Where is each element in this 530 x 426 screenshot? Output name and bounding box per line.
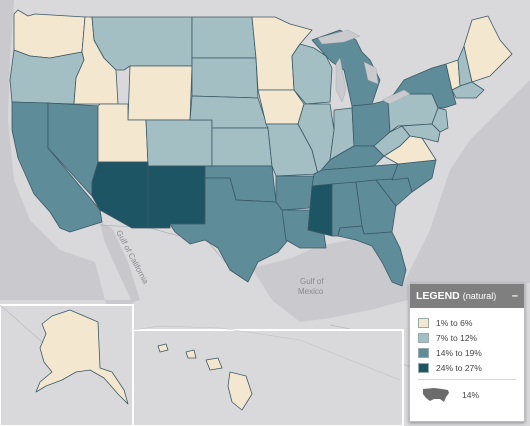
state-new-york[interactable] (393, 63, 457, 109)
pacific-ocean (0, 0, 135, 330)
legend-us-total: 14% (410, 380, 524, 403)
state-wyoming[interactable] (127, 65, 193, 121)
alaska-inset (0, 304, 134, 426)
legend-swatch (418, 317, 429, 328)
legend-swatch (418, 332, 429, 343)
state-massachusetts[interactable] (451, 81, 485, 99)
atlantic-ocean (400, 80, 530, 290)
state-oregon[interactable] (9, 49, 85, 105)
state-new-jersey[interactable] (431, 107, 449, 133)
lake-huron (363, 61, 379, 85)
lake-michigan (335, 57, 347, 103)
legend-item-label: 14% to 19% (436, 347, 482, 358)
legend-item-label: 24% to 27% (436, 362, 482, 373)
us-total-value: 14% (462, 390, 480, 400)
legend-classes: 1% to 6% 7% to 12% 14% to 19% 24% to 27% (410, 308, 524, 375)
state-hawaii-maui[interactable] (205, 357, 223, 371)
state-hawaii-big-island[interactable] (227, 371, 253, 411)
state-washington[interactable] (13, 9, 86, 59)
state-alaska[interactable] (35, 309, 129, 405)
gulf-of-california-water (100, 222, 140, 302)
state-hawaii-kauai[interactable] (157, 343, 169, 353)
state-iowa[interactable] (257, 89, 305, 125)
legend-swatch (418, 347, 429, 358)
state-south-dakota[interactable] (191, 57, 259, 99)
state-maryland[interactable] (401, 123, 441, 143)
us-outline-icon (423, 388, 449, 402)
state-kansas[interactable] (211, 127, 273, 167)
legend-minimize-button[interactable]: – (511, 290, 518, 302)
legend-item: 14% to 19% (410, 345, 524, 360)
state-wisconsin[interactable] (291, 43, 333, 105)
lake-erie (381, 89, 411, 105)
state-arkansas[interactable] (275, 175, 315, 211)
legend-subtitle: (natural) (462, 291, 497, 301)
legend-panel: LEGEND (natural) – 1% to 6% 7% to 12% 14… (409, 283, 525, 422)
legend-swatch (418, 362, 429, 373)
gulf-of-mexico-label-line2: Mexico (298, 287, 324, 296)
state-new-mexico[interactable] (147, 165, 206, 229)
state-mississippi[interactable] (307, 183, 333, 237)
gulf-of-mexico-water (252, 238, 408, 322)
state-texas[interactable] (169, 177, 289, 283)
state-north-dakota[interactable] (191, 16, 257, 59)
legend-item: 7% to 12% (410, 330, 524, 345)
state-colorado[interactable] (145, 119, 213, 167)
legend-item-label: 7% to 12% (436, 332, 478, 343)
legend-divider (418, 379, 516, 380)
legend-item: 24% to 27% (410, 360, 524, 375)
us-states (9, 9, 513, 287)
hawaii-inset (132, 325, 404, 426)
state-maine[interactable] (463, 15, 513, 83)
legend-item-label: 1% to 6% (436, 317, 473, 328)
gulf-of-mexico-label-line1: Gulf of (300, 277, 324, 286)
lake-superior (317, 29, 361, 45)
state-hawaii-oahu[interactable] (185, 349, 197, 359)
legend-header: LEGEND (natural) – (410, 284, 524, 308)
state-florida[interactable] (337, 225, 407, 287)
legend-title: LEGEND (416, 290, 460, 302)
legend-item: 1% to 6% (410, 315, 524, 330)
